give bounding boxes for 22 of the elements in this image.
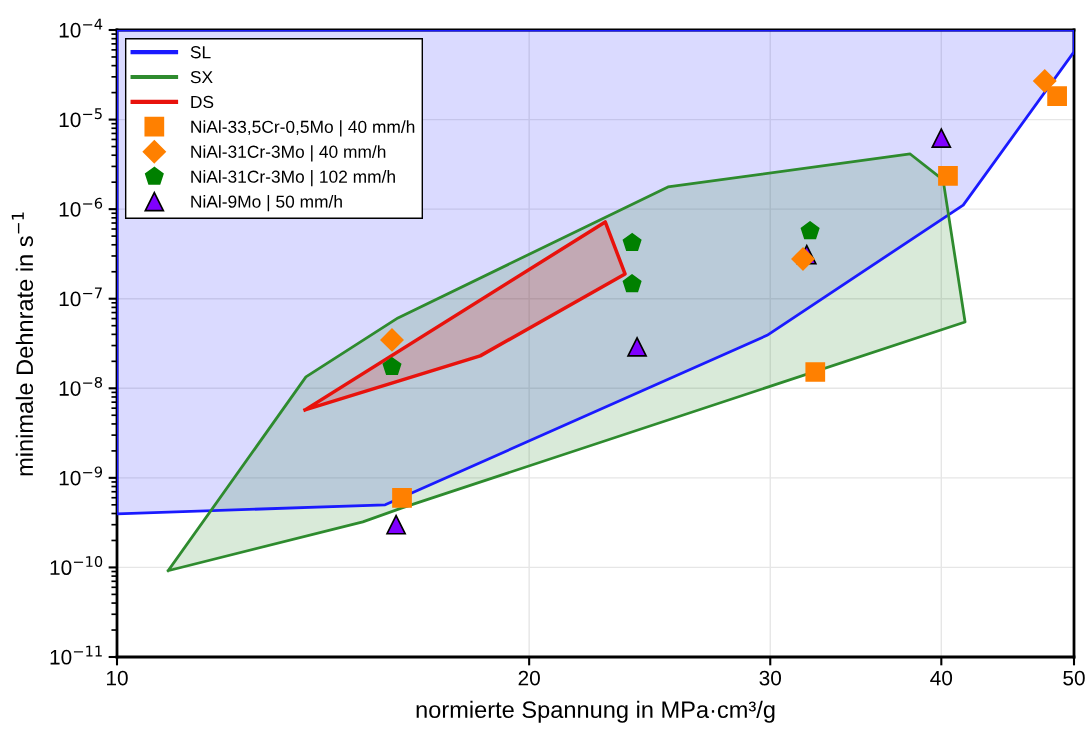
y-tick-label: 10$^{−11}$ [50, 645, 102, 665]
legend-label: SL [190, 46, 211, 59]
x-tick-label: 30 [759, 670, 782, 686]
legend-label: NiAl-31Cr-3Mo | 102 mm/h [191, 170, 395, 187]
x-axis-title: normierte Spannung in MPa·cm³/g [416, 700, 775, 723]
y-tick-label: 10$^{−6}$ [59, 197, 103, 217]
x-tick-label: 10 [107, 670, 128, 686]
x-tick-label: 50 [1063, 670, 1085, 686]
y-tick-label: 10$^{−5}$ [59, 108, 102, 128]
x-tick-label: 40 [930, 670, 953, 686]
y-tick-label: 10$^{−9}$ [59, 466, 103, 486]
legend-label: NiAl-31Cr-3Mo | 40 mm/h [191, 145, 386, 162]
legend-label: DS [191, 95, 214, 109]
y-tick-label: 10$^{−7}$ [59, 287, 102, 307]
y-tick-label: 10$^{−8}$ [59, 376, 103, 396]
y-tick-label: 10$^{−4}$ [59, 18, 103, 38]
y-tick-label: 10$^{−10}$ [50, 556, 103, 576]
x-tick-label: 20 [518, 670, 540, 686]
legend-label: SX [190, 70, 213, 84]
legend-label: NiAl-9Mo | 50 mm/h [191, 195, 342, 212]
y-axis-title: minimale Dehnrate in s$^{−1}$ [11, 212, 34, 476]
legend-label: NiAl-33,5Cr-0,5Mo | 40 mm/h [191, 120, 415, 137]
